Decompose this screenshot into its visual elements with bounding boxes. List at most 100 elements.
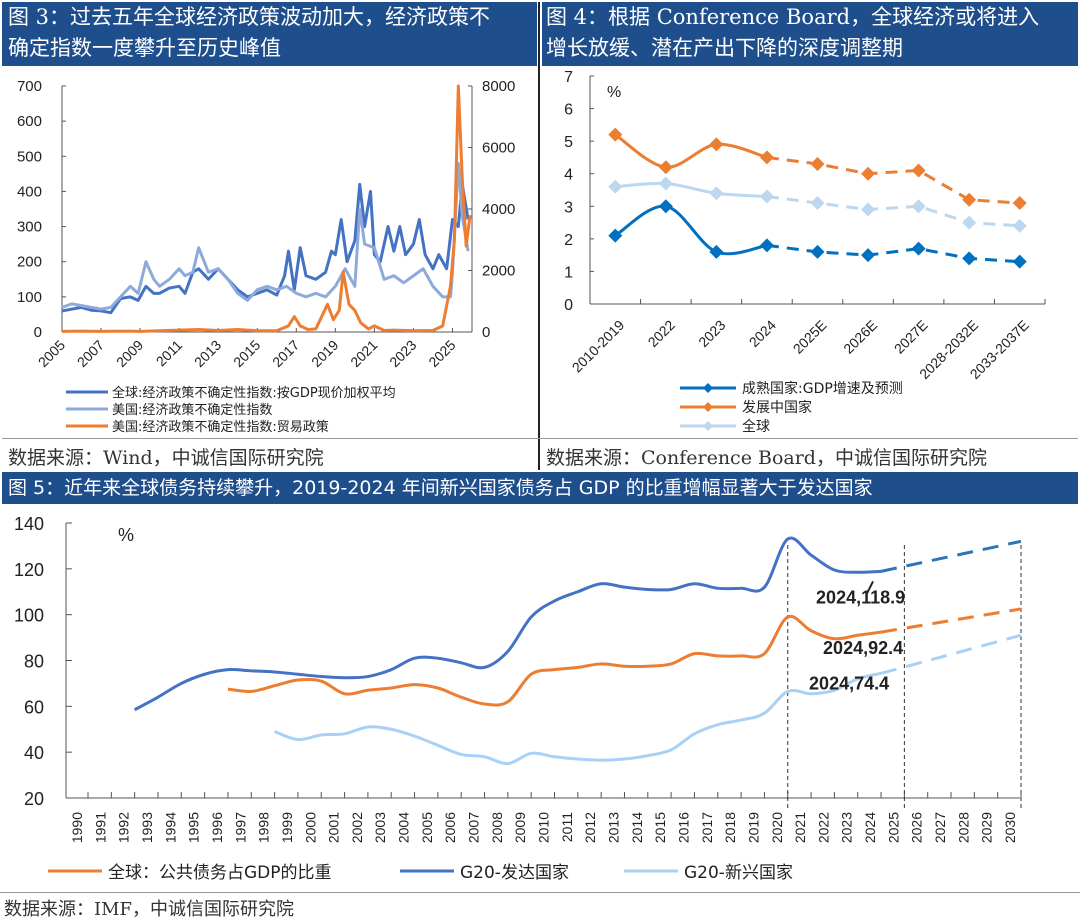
diamond-marker-0 [962,251,977,266]
x-tick-label: 2010-2019 [569,317,628,376]
y-tick-label: 4 [564,167,573,184]
series-forecast-1 [766,155,1020,205]
data-annotation-1: 2024,92.4 [823,638,903,658]
x-tick-label: 2026E [840,317,880,357]
diamond-marker-2 [810,196,825,211]
y-tick-label: 120 [14,560,44,580]
figure4-source: 数据来源：Conference Board，中诚信国际研究院 [546,447,987,469]
figure4-title: 图 4：根据 Conference Board，全球经济或将进入 增长放缓、潜在… [542,2,1078,66]
x-tick-label: 2025 [885,812,901,843]
diamond-marker-0 [911,241,926,256]
figure3-chart: 0 100 200 300 400 500 600 700 0 2000 4000 6000 8000 2… [17,78,515,435]
x-tick-label: 2024 [862,812,878,843]
x-tick-label: 2011 [153,337,186,370]
source-divider-top [2,438,1078,439]
x-tick-label: 2022 [815,812,831,843]
series-actual-1 [614,133,768,169]
x-tick-label: 2016 [675,812,691,843]
figure5-source: 数据来源：IMF，中诚信国际研究院 [4,899,295,918]
annotation-leader [866,580,874,594]
x-tick-label: 2019 [745,812,761,843]
y-tick-label: 2 [564,232,573,249]
figure3-title: 图 3：过去五年全球经济政策波动加大，经济政策不 确定指数一度攀升至历史峰值 [2,2,537,66]
x-tick-label: 2013 [605,812,621,843]
legend-label-2: G20-新兴国家 [684,863,793,883]
x-tick-label: 2000 [302,812,318,843]
y-left-tick-label: 700 [17,78,42,95]
figure5-title: 图 5：近年来全球债务持续攀升，2019-2024 年间新兴国家债务占 GDP … [2,472,1078,504]
x-tick-label: 1993 [139,812,155,843]
diamond-marker-1 [709,137,724,152]
x-tick-label: 2021 [792,812,808,843]
diamond-marker-2 [911,199,926,214]
y-left-tick-label: 600 [17,113,42,130]
x-tick-label: 2030 [1002,812,1018,843]
x-tick-label: 2024 [746,317,779,350]
series-forecast-1 [880,539,1022,573]
figure4-title-line2: 增长放缓、潜在产出下降的深度调整期 [546,36,903,60]
x-tick-label: 2023 [695,317,728,350]
legend-label-2: 全球 [742,418,770,435]
legend-label-1: 美国:经济政策不确定性指数 [112,402,272,418]
x-tick-label: 1992 [116,812,132,843]
x-tick-label: 2008 [489,812,505,843]
series-line-0 [61,182,470,315]
y-tick-label: 40 [24,743,44,763]
data-annotation-2: 2024,74.4 [809,673,889,693]
x-tick-label: 2025E [790,317,830,357]
x-tick-label: 1998 [256,812,272,843]
x-tick-label: 2009 [512,812,528,843]
source-divider-bottom [0,892,1080,893]
diamond-marker-2 [608,179,623,194]
diamond-marker-1 [911,163,926,178]
x-tick-label: 1994 [162,812,178,843]
diamond-marker-2 [658,176,673,191]
diamond-marker-2 [759,189,774,204]
series-line-2 [61,84,472,333]
diamond-marker-2 [962,215,977,230]
figure3-source: 数据来源：Wind，中诚信国际研究院 [8,447,324,469]
legend-label-1: 发展中国家 [742,399,812,416]
x-tick-label: 2009 [113,337,146,370]
x-tick-label: 1997 [232,812,248,843]
series-line-1 [133,536,882,712]
y-tick-label: 0 [564,297,573,314]
figure4-chart: 0 1 2 3 4 5 6 7% 2010-2019 2022 2023 2024 2025E 2026E… [564,69,1046,435]
diamond-marker-2 [861,202,876,217]
x-tick-label: 2028 [955,812,971,843]
y-tick-label: 80 [24,652,44,672]
series-line-0 [227,614,882,707]
data-annotation-0: 2024,118.9 [816,587,905,607]
x-tick-label: 2026 [909,812,925,843]
diamond-marker-0 [658,199,673,214]
x-tick-label: 2015 [230,337,263,370]
x-tick-label: 2011 [559,812,575,842]
x-tick-label: 2004 [396,812,412,843]
y-tick-label: 20 [24,789,44,809]
diamond-marker-2 [1012,218,1027,233]
x-tick-label: 2029 [979,812,995,843]
y-tick-label: 7 [564,69,573,86]
x-tick-label: 2017 [269,337,302,370]
x-tick-label: 2015 [652,812,668,843]
diamond-marker-1 [759,150,774,165]
x-tick-label: 2013 [191,337,224,370]
x-tick-label: 2005 [35,337,68,370]
diamond-marker-1 [861,166,876,181]
diamond-marker-0 [709,244,724,259]
x-tick-label: 2018 [722,812,738,843]
diamond-marker-1 [658,160,673,175]
x-tick-label: 2023 [839,812,855,843]
legend-label-1: G20-发达国家 [460,863,569,883]
y-left-tick-label: 100 [17,289,42,306]
x-tick-label: 2007 [466,812,482,843]
x-tick-label: 2021 [347,337,380,370]
x-tick-label: 2010 [536,812,552,843]
series-forecast-2 [766,195,1020,228]
x-tick-label: 2006 [442,812,458,843]
diamond-marker-0 [608,228,623,243]
series-actual-0 [614,204,768,256]
x-tick-label: 2020 [769,812,785,843]
x-tick-label: 2019 [308,337,341,370]
